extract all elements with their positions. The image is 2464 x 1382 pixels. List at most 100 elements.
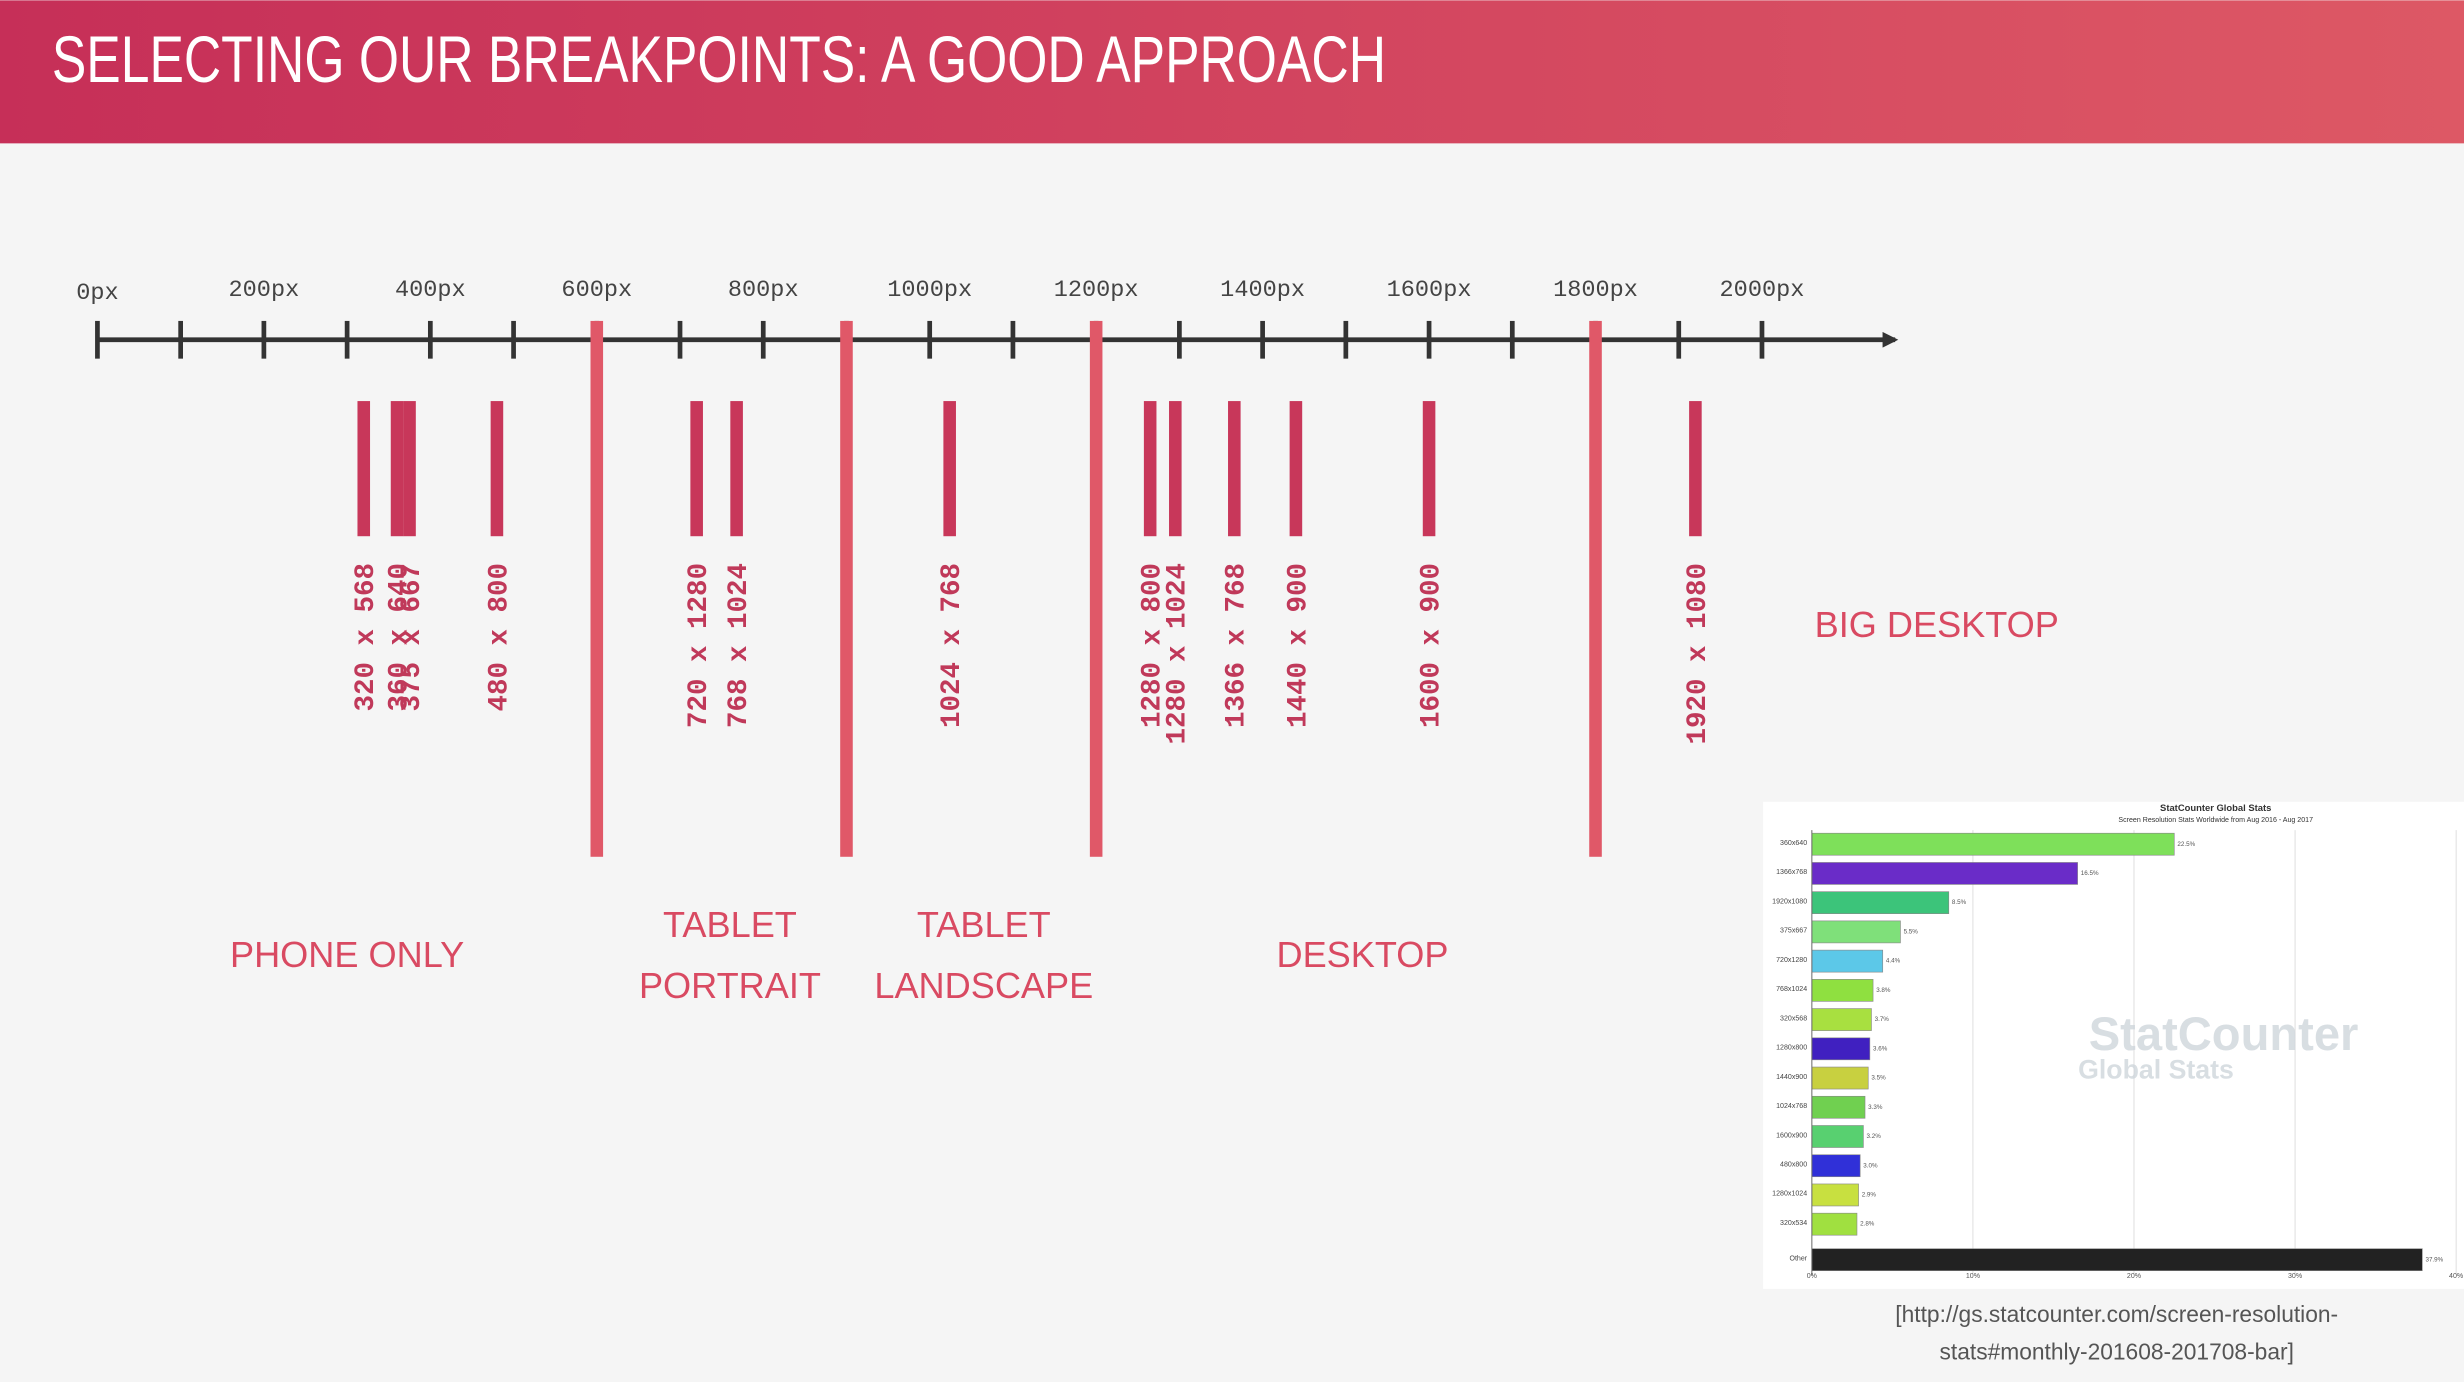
breakpoint-bar	[840, 320, 853, 857]
resolution-label: 1024 x 768	[937, 563, 968, 728]
bar	[1811, 1037, 1871, 1061]
axis-tick-label: 400px	[395, 277, 466, 304]
chart-title: StatCounter Global Stats	[2160, 802, 2271, 813]
bar	[1811, 1212, 1858, 1236]
bar	[1811, 1066, 1869, 1090]
resolution-label: 1366 x 768	[1222, 563, 1253, 728]
region-label: TABLET	[663, 904, 797, 945]
watermark: Global Stats	[2078, 1054, 2234, 1084]
resolution-bar	[1228, 401, 1241, 537]
axis-tick-label: 1600px	[1387, 277, 1472, 304]
value-label: 22.5%	[2177, 841, 2195, 848]
resolution-label: 1440 x 900	[1283, 563, 1314, 728]
y-tick-label: 1440x900	[1776, 1074, 1807, 1081]
resolution-label: 360 x 640	[384, 563, 415, 712]
value-label: 3.6%	[1873, 1045, 1888, 1052]
bar	[1811, 1095, 1866, 1119]
region-label: LANDSCAPE	[874, 965, 1093, 1006]
resolution-label: 1920 x 1080	[1683, 563, 1714, 745]
resolution-label: 375 x 667	[397, 563, 428, 712]
y-tick-label: 720x1280	[1776, 957, 1807, 964]
region-label: DESKTOP	[1276, 934, 1448, 975]
x-tick-label: 0%	[1807, 1273, 1818, 1280]
y-tick-label: 320x534	[1780, 1220, 1807, 1227]
resolution-bar	[1169, 401, 1182, 537]
bar	[1811, 1183, 1859, 1207]
axis-tick-label: 600px	[561, 277, 632, 304]
bar	[1811, 1008, 1872, 1031]
timeline: 0px 200px 400px 600px 800px 1000px 1200px 1400p…	[76, 277, 2059, 1006]
value-label: 5.5%	[1904, 928, 1919, 935]
bar	[1811, 891, 1950, 914]
y-tick-label: 768x1024	[1776, 986, 1807, 993]
y-tick-label: 1024x768	[1776, 1103, 1807, 1110]
watermark: StatCounter	[2089, 1007, 2359, 1060]
value-label: 3.5%	[1871, 1075, 1886, 1082]
y-tick-label: 1280x1024	[1772, 1191, 1807, 1198]
axis-tick-label: 1200px	[1054, 277, 1139, 304]
axis-tick-label: 800px	[728, 277, 799, 304]
caption-line: [http://gs.statcounter.com/screen-resolu…	[1895, 1301, 2338, 1327]
y-tick-label: 1920x1080	[1772, 898, 1807, 905]
value-label: 3.3%	[1868, 1104, 1883, 1111]
y-tick-label: 1280x800	[1776, 1045, 1807, 1052]
region-label: BIG DESKTOP	[1815, 604, 2059, 645]
resolution-label: 480 x 800	[484, 563, 515, 712]
bar	[1811, 979, 1874, 1002]
bar	[1811, 949, 1884, 973]
resolution-bar	[1422, 401, 1436, 537]
stats-chart: StatCounter Global Stats Screen Resolutio…	[1772, 802, 2464, 1280]
axis-tick-label: 1400px	[1220, 277, 1305, 304]
resolution-label: 1280 x 1024	[1163, 563, 1194, 745]
resolution-label: 768 x 1024	[724, 563, 755, 728]
resolution-bar	[403, 401, 416, 537]
value-label: 2.8%	[1860, 1221, 1875, 1228]
resolution-bar	[690, 401, 703, 537]
header	[0, 0, 2464, 144]
axis-tick-label: 0px	[76, 280, 118, 307]
x-tick-label: 30%	[2288, 1273, 2303, 1280]
axis-tick-label: 2000px	[1720, 277, 1805, 304]
resolution-bar	[730, 401, 743, 537]
value-label: 37.9%	[2425, 1256, 2443, 1263]
region-label: PORTRAIT	[639, 965, 821, 1006]
slide-title: SELECTING OUR BREAKPOINTS: A GOOD APPROA…	[52, 22, 1386, 96]
bar	[1811, 920, 1901, 944]
axis-tick-label: 200px	[229, 277, 300, 304]
value-label: 2.9%	[1862, 1192, 1877, 1199]
bar	[1811, 862, 2078, 885]
y-tick-label: 480x800	[1780, 1162, 1807, 1169]
axis-tick-label: 1000px	[887, 277, 972, 304]
value-label: 8.5%	[1952, 899, 1967, 906]
axis-tick-label: 1800px	[1553, 277, 1638, 304]
resolution-bar	[1143, 401, 1157, 537]
bar	[1811, 1154, 1861, 1178]
y-tick-label: 360x640	[1780, 840, 1807, 847]
resolution-bar	[357, 401, 371, 537]
value-label: 4.4%	[1886, 958, 1901, 965]
value-label: 3.0%	[1863, 1162, 1878, 1169]
resolution-bar	[1289, 401, 1303, 537]
value-label: 3.2%	[1867, 1133, 1882, 1140]
value-label: 3.7%	[1875, 1016, 1890, 1023]
resolution-label: 1600 x 900	[1416, 563, 1447, 728]
resolution-label: 720 x 1280	[684, 563, 715, 728]
x-tick-label: 40%	[2449, 1273, 2464, 1280]
resolution-bar	[943, 401, 956, 537]
bar	[1811, 1248, 2423, 1272]
resolution-label: 320 x 568	[351, 563, 382, 712]
chart-subtitle: Screen Resolution Stats Worldwide from A…	[2118, 817, 2313, 824]
resolution-bar	[390, 401, 404, 537]
value-label: 3.8%	[1876, 987, 1891, 994]
region-label: PHONE ONLY	[230, 934, 464, 975]
y-tick-label: 1366x768	[1776, 869, 1807, 876]
bar	[1811, 832, 2175, 856]
x-tick-label: 20%	[2127, 1273, 2142, 1280]
x-tick-label: 10%	[1966, 1273, 1981, 1280]
bar	[1811, 1125, 1864, 1148]
region-label: TABLET	[917, 904, 1051, 945]
y-tick-label: Other	[1789, 1255, 1807, 1262]
resolution-label: 1280 x 800	[1138, 563, 1169, 728]
value-label: 16.5%	[2081, 870, 2099, 877]
